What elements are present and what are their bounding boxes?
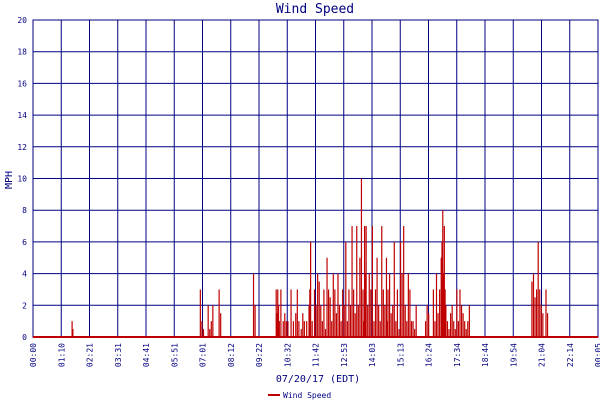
x-tick-label: 18:44 — [481, 343, 490, 367]
y-tick-label: 2 — [22, 301, 27, 310]
x-tick-label: 16:24 — [425, 343, 434, 367]
x-tick-label: 22:14 — [566, 343, 575, 367]
x-tick-label: 05:51 — [170, 343, 179, 367]
x-ticks: 00:00 01:10 02:21 03:31 04:41 05:51 07:01 08:12… — [29, 343, 600, 367]
x-tick-label: 00:05 — [594, 343, 600, 367]
x-tick-label: 10:32 — [283, 343, 292, 367]
x-tick-label: 11:42 — [312, 343, 321, 367]
x-tick-label: 12:53 — [340, 343, 349, 367]
x-tick-label: 21:04 — [538, 343, 547, 367]
x-tick-label: 15:13 — [396, 343, 405, 367]
grid — [32, 19, 599, 338]
y-tick-label: 16 — [17, 79, 27, 88]
legend-label: Wind Speed — [283, 391, 331, 400]
x-tick-label: 08:12 — [227, 343, 236, 367]
y-tick-label: 0 — [22, 333, 27, 342]
y-tick-label: 14 — [17, 111, 27, 120]
y-tick-label: 18 — [17, 48, 27, 57]
y-tick-label: 20 — [17, 16, 27, 25]
x-tick-label: 17:34 — [453, 343, 462, 367]
y-tick-label: 4 — [22, 270, 27, 279]
bars-layer — [33, 178, 598, 338]
y-ticks: 0 2 4 6 8 10 12 14 16 18 20 — [17, 16, 27, 342]
x-tick-label: 02:21 — [86, 343, 95, 367]
y-tick-label: 12 — [17, 143, 27, 152]
x-tick-label: 09:22 — [255, 343, 264, 367]
x-tick-label: 19:54 — [509, 343, 518, 367]
y-axis-label: MPH — [4, 171, 15, 189]
x-tick-label: 03:31 — [114, 343, 123, 367]
chart-title: Wind Speed — [276, 2, 354, 17]
x-tick-label: 07:01 — [199, 343, 208, 367]
x-axis-label: 07/20/17 (EDT) — [276, 374, 360, 385]
x-tick-label: 01:10 — [57, 343, 66, 367]
x-tick-label: 00:00 — [29, 343, 38, 367]
y-tick-label: 6 — [22, 238, 27, 247]
x-tick-label: 14:03 — [368, 343, 377, 367]
y-tick-label: 10 — [17, 175, 27, 184]
x-tick-label: 04:41 — [142, 343, 151, 367]
y-tick-label: 8 — [22, 206, 27, 215]
